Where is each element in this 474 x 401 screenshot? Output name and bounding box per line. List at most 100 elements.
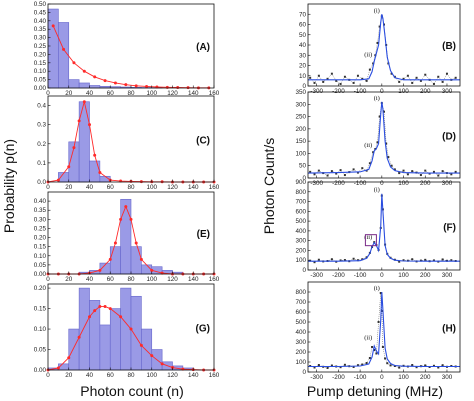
x-tick-label-a: 120 <box>167 90 178 97</box>
data-point-b <box>415 76 418 79</box>
y-tick-label-a: 0.20 <box>34 51 47 58</box>
peak-label-i-h: (i) <box>374 285 380 292</box>
poisson-point-c <box>88 123 91 127</box>
fit-line-f <box>308 193 460 262</box>
data-point-b <box>411 81 414 84</box>
bar-a <box>78 82 90 89</box>
data-point-h <box>356 364 359 367</box>
x-tick-label-d: 0 <box>380 180 384 187</box>
bar-g <box>99 324 111 371</box>
data-point-h <box>373 349 376 351</box>
poisson-point-g <box>103 305 107 309</box>
y-tick-label-e: 0.15 <box>34 244 47 251</box>
panel-label-h: (H) <box>442 324 456 335</box>
poisson-point-g <box>119 315 123 319</box>
y-tick-label-e: 0.05 <box>34 262 47 269</box>
poisson-point-c <box>93 153 97 157</box>
y-tick-label-e: 0.20 <box>34 235 47 242</box>
panel-a: 0 20 40 60 80 100 120 140 160 0.000.05 0.100.15 0.2… <box>34 1 220 97</box>
y-tick-label-a: 0.40 <box>34 18 47 25</box>
poisson-point-a <box>145 84 149 88</box>
data-point-b <box>326 77 329 80</box>
panel-h: (i) (ii) -300 -200 -100 0 100 200 300 0 100 200 300 4… <box>295 281 461 381</box>
data-point-d <box>356 171 359 174</box>
panels: 0 20 40 60 80 100 120 140 1600.000.050.100.150.2… <box>34 1 461 381</box>
poisson-point-a <box>124 83 128 87</box>
data-point-b <box>437 75 440 78</box>
x-tick-label-e: 140 <box>188 276 199 283</box>
data-point-d <box>339 169 342 172</box>
x-tick-label-f: 100 <box>398 272 409 279</box>
y-tick-label-h: 700 <box>295 299 306 306</box>
x-tick-label-g: 60 <box>107 372 115 379</box>
x-tick-label-c: 80 <box>127 184 135 191</box>
y-tick-label-b: 20 <box>299 63 307 70</box>
x-tick-label-g: 80 <box>127 372 135 379</box>
poisson-point-e <box>139 257 143 261</box>
data-point-d <box>383 110 385 113</box>
data-point-d <box>376 141 379 144</box>
poisson-point-e <box>108 257 112 261</box>
data-point-b <box>352 81 355 84</box>
poisson-point-g <box>77 335 81 339</box>
data-point-b <box>445 72 448 75</box>
y-tick-label-e: 0.00 <box>34 271 47 278</box>
x-tick-label-a: 20 <box>65 90 73 97</box>
poisson-point-g <box>93 309 97 313</box>
poisson-point-a <box>82 69 86 73</box>
data-point-d <box>335 172 338 175</box>
frame-h <box>307 281 461 373</box>
y-tick-label-h: 100 <box>295 359 306 366</box>
y-tick-label-f: 600 <box>295 208 306 215</box>
data-point-h <box>375 352 378 355</box>
y-tick-label-b: 0 <box>302 83 306 90</box>
x-tick-label-a: 100 <box>146 90 157 97</box>
x-tick-label-e: 20 <box>65 276 73 283</box>
x-tick-label-d: 200 <box>420 180 431 187</box>
bar-g <box>130 295 142 371</box>
poisson-point-a <box>62 47 66 51</box>
x-tick-label-h: 200 <box>420 374 431 381</box>
poisson-point-c <box>56 178 60 182</box>
y-tick-label-f: 500 <box>295 218 306 225</box>
x-tick-label-f: -300 <box>310 272 323 279</box>
x-tick-label-d: -300 <box>310 180 323 187</box>
y-tick-label-c: 0.4 <box>37 103 46 110</box>
y-tick-label-h: 500 <box>295 319 306 326</box>
bar-g <box>68 328 80 371</box>
bar-e <box>130 246 142 275</box>
data-point-f <box>411 258 414 261</box>
poisson-point-c <box>77 119 81 123</box>
y-tick-label-g: 0.15 <box>34 306 47 313</box>
frame-b <box>307 3 461 87</box>
y-tick-label-a: 0.45 <box>34 9 47 16</box>
bar-e <box>141 264 153 275</box>
x-tick-label-a: 60 <box>107 90 115 97</box>
y-tick-label-f: 800 <box>295 189 306 196</box>
bar-g <box>141 328 153 371</box>
x-tick-label-c: 120 <box>167 184 178 191</box>
data-point-d <box>378 115 381 118</box>
poisson-point-g <box>88 315 91 319</box>
data-point-h <box>371 346 374 348</box>
panel-label-a: (A) <box>196 42 210 53</box>
right-x-axis-title: Pump detuning (MHz) <box>307 383 443 399</box>
data-point-b <box>376 41 379 44</box>
x-tick-label-c: 140 <box>188 184 199 191</box>
y-tick-label-b: 60 <box>299 22 307 29</box>
data-point-d <box>398 172 401 175</box>
data-point-d <box>361 167 364 170</box>
data-point-f <box>441 258 444 261</box>
y-tick-label-c: 0.0 <box>37 179 46 186</box>
y-tick-label-b: 50 <box>299 32 307 39</box>
data-point-b <box>390 72 393 75</box>
bar-g <box>78 287 90 371</box>
x-tick-label-g: 160 <box>209 372 220 379</box>
x-tick-label-f: 200 <box>420 272 431 279</box>
y-tick-label-f: 0 <box>302 267 306 274</box>
y-tick-label-a: 0.30 <box>34 35 47 42</box>
poisson-line-a <box>52 25 209 89</box>
highlight-box <box>364 234 377 247</box>
data-point-h <box>437 366 440 369</box>
